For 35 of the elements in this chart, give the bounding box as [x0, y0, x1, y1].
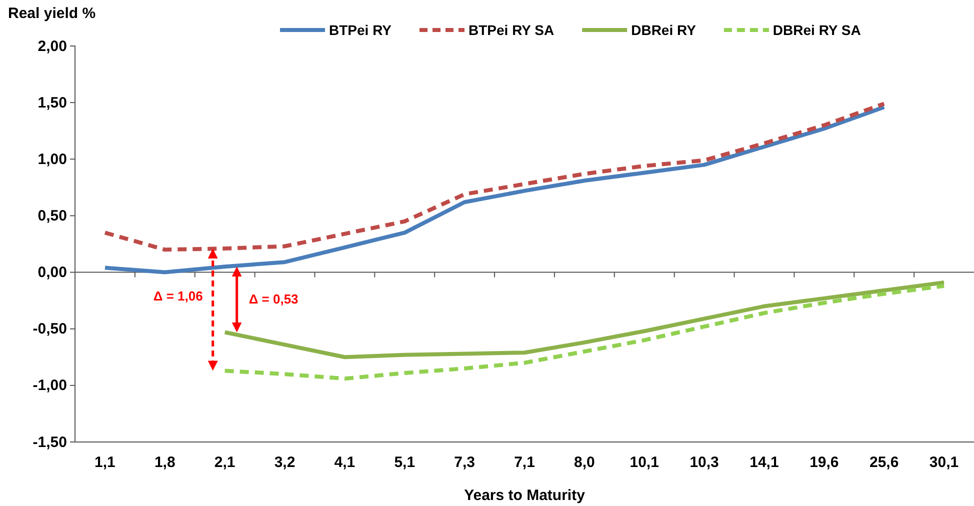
y-tick-label: 0,50 [38, 208, 67, 225]
line-series [102, 105, 886, 274]
line-series [222, 284, 946, 381]
line-series [102, 102, 886, 252]
x-tick-label: 10,1 [630, 454, 659, 471]
x-tick-label: 10,3 [690, 454, 719, 471]
legend-label: BTPei RY SA [468, 22, 554, 38]
annotation: Δ = 0,53 [248, 291, 298, 306]
legend-label: DBRei RY SA [772, 22, 861, 38]
y-tick-label: -0,50 [32, 320, 67, 338]
y-tick-label: 2,00 [38, 38, 67, 55]
x-tick-label: 5,1 [394, 454, 416, 471]
x-tick-label: 30,1 [929, 454, 959, 471]
legend-label: BTPei RY [329, 22, 392, 38]
legend-label: DBRei RY [631, 22, 697, 38]
x-tick-label: 14,1 [750, 454, 779, 471]
x-tick-label: 1,8 [154, 454, 176, 471]
x-tick-label: 8,0 [574, 454, 595, 471]
x-axis-title: Years to Maturity [464, 487, 586, 504]
x-tick-label: 2,1 [214, 454, 236, 471]
x-tick-label: 7,1 [514, 454, 535, 471]
y-tick-label: 1,50 [38, 94, 67, 112]
y-tick-label: 1,00 [38, 150, 67, 168]
x-tick-label: 7,3 [454, 454, 475, 471]
y-tick-label: -1,50 [32, 434, 67, 451]
x-tick-label: 25,6 [870, 454, 899, 471]
annotation: Δ = 1,06 [153, 288, 203, 304]
line-series [222, 280, 946, 360]
x-tick-label: 3,2 [274, 454, 296, 471]
x-tick-label: 1,1 [94, 454, 116, 471]
x-tick-label: 4,1 [334, 454, 356, 471]
x-tick-label: 19,6 [810, 454, 839, 471]
y-axis-title: Real yield % [8, 5, 96, 22]
y-tick-label: 0,00 [38, 264, 67, 282]
y-tick-label: -1,00 [32, 377, 67, 394]
